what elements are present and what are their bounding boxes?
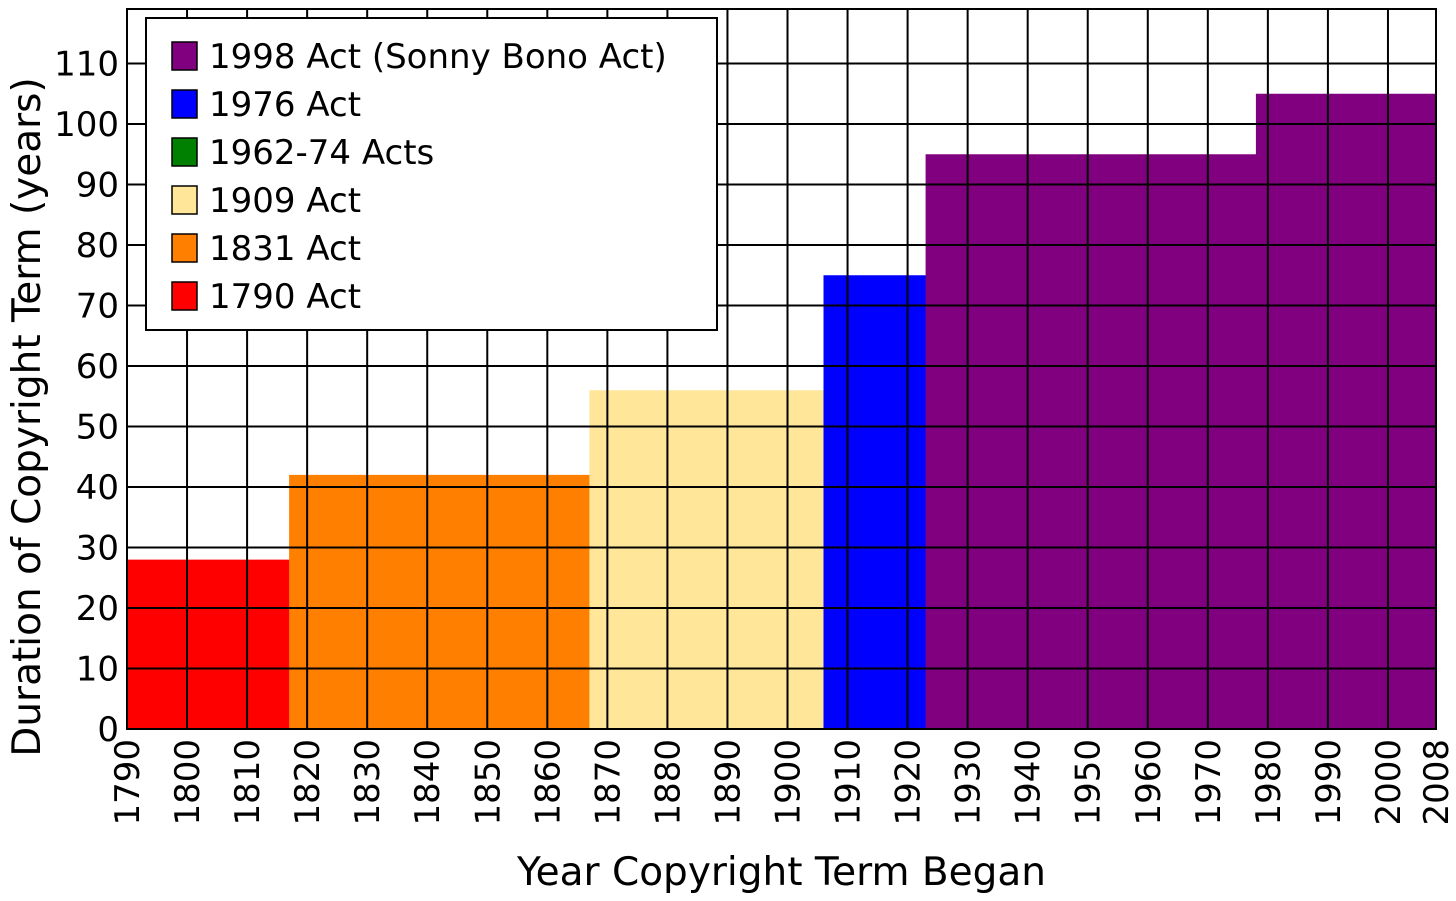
legend-swatch	[171, 137, 198, 167]
x-tick-label: 1990	[1309, 739, 1349, 826]
y-tick-label: 20	[76, 589, 119, 629]
legend-swatch	[171, 89, 198, 119]
legend-box	[145, 17, 718, 331]
x-tick-label: 2008	[1417, 739, 1456, 826]
x-tick-label: 1800	[168, 739, 208, 826]
y-tick-label: 50	[76, 407, 119, 447]
legend-swatch	[171, 233, 198, 263]
x-tick-label: 1870	[588, 739, 628, 826]
x-tick-label: 1820	[288, 739, 328, 826]
x-tick-label: 1840	[408, 739, 448, 826]
plot-frame	[126, 8, 1437, 730]
legend-label: 1998 Act (Sonny Bono Act)	[209, 37, 667, 77]
x-tick-label: 1900	[769, 739, 809, 826]
legend-label: 1962-74 Acts	[209, 133, 434, 173]
x-tick-label: 1970	[1189, 739, 1229, 826]
x-tick-label: 1830	[348, 739, 388, 826]
legend-swatch	[171, 185, 198, 215]
area-1998-act-sonny-bono-act	[925, 93, 1436, 729]
y-tick-label: 30	[76, 528, 119, 568]
x-tick-label: 1850	[468, 739, 508, 826]
x-tick-label: 1880	[648, 739, 688, 826]
x-tick-label: 1790	[108, 739, 148, 826]
x-tick-label: 1860	[528, 739, 568, 826]
y-tick-label: 10	[76, 649, 119, 689]
y-axis-title: Duration of Copyright Term (years)	[5, 77, 50, 756]
x-axis-title: Year Copyright Term Began	[516, 850, 1046, 895]
x-tick-label: 1920	[889, 739, 929, 826]
y-tick-label: 0	[97, 710, 119, 750]
x-axis-ticks: 1790 1800 1810 1820 1830 1840 1850 1860 1870 1880…	[108, 739, 1456, 826]
x-tick-label: 1950	[1069, 739, 1109, 826]
legend-label: 1976 Act	[209, 85, 361, 125]
x-tick-label: 1810	[228, 739, 268, 826]
y-tick-label: 70	[76, 286, 119, 326]
x-tick-label: 1930	[949, 739, 989, 826]
y-tick-label: 110	[54, 44, 119, 84]
y-tick-label: 80	[76, 226, 119, 266]
legend-label: 1790 Act	[209, 277, 361, 317]
y-tick-label: 40	[76, 468, 119, 508]
x-tick-label: 1940	[1009, 739, 1049, 826]
legend-label: 1909 Act	[209, 181, 361, 221]
x-tick-label: 1980	[1249, 739, 1289, 826]
legend: 1998 Act (Sonny Bono Act) 1976 Act 1962-74…	[145, 17, 718, 331]
x-tick-label: 2000	[1369, 739, 1409, 826]
x-tick-label: 1890	[708, 739, 748, 826]
legend-swatch	[171, 41, 198, 71]
y-tick-label: 90	[76, 165, 119, 205]
x-tick-label: 1910	[829, 739, 869, 826]
x-tick-label: 1960	[1129, 739, 1169, 826]
y-axis-ticks: 0 10 20 30 40 50 60 70 80 90 100 110	[54, 44, 119, 750]
y-tick-label: 60	[76, 347, 119, 387]
legend-label: 1831 Act	[209, 229, 361, 269]
legend-swatch	[171, 281, 198, 311]
y-tick-label: 100	[54, 105, 119, 145]
